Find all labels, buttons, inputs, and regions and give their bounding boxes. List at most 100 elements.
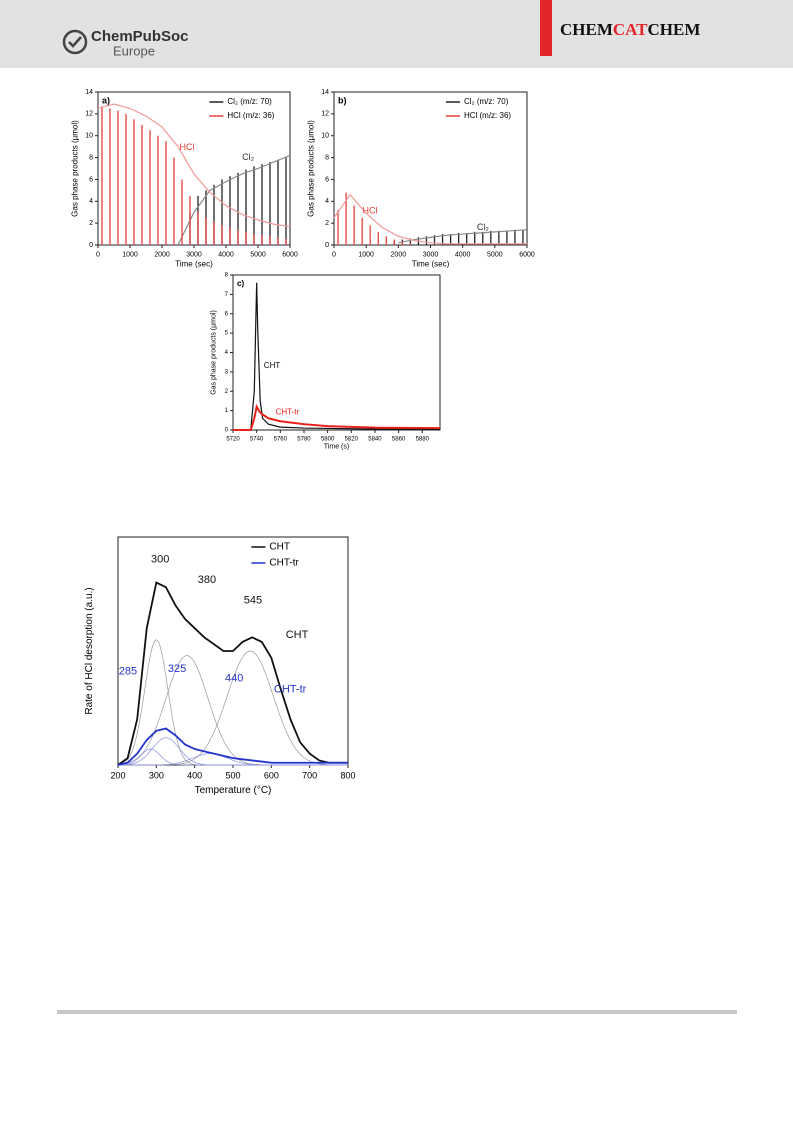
- annotation: 545: [244, 595, 262, 607]
- y-tick-label: 14: [85, 89, 93, 96]
- x-tick-label: 800: [340, 771, 355, 781]
- journal-part: CHEM: [560, 20, 613, 39]
- y-tick-label: 12: [321, 111, 329, 118]
- x-tick-label: 1000: [358, 251, 374, 258]
- annotation: HCl: [363, 205, 378, 215]
- x-tick-label: 5800: [321, 436, 335, 442]
- logo-check: [68, 36, 82, 48]
- y-tick-label: 3: [225, 369, 229, 375]
- x-tick-label: 2000: [391, 251, 407, 258]
- y-tick-label: 6: [325, 176, 329, 183]
- x-tick-label: 5820: [345, 436, 359, 442]
- society-region: Europe: [113, 43, 155, 58]
- envelope-line: [333, 193, 527, 245]
- plot-frame: [232, 274, 441, 431]
- x-axis-label: Time (sec): [175, 260, 213, 269]
- y-tick-label: 4: [89, 198, 93, 205]
- annotation: 285: [119, 665, 137, 677]
- x-tick-label: 600: [264, 771, 279, 781]
- x-tick-label: 700: [302, 771, 317, 781]
- y-tick-label: 12: [85, 111, 93, 118]
- legend-label: CHT-tr: [269, 558, 299, 569]
- footer-rule: [57, 1010, 737, 1014]
- annotation: CHT-tr: [274, 684, 307, 696]
- journal-part: CAT: [613, 20, 648, 39]
- x-tick-label: 5000: [250, 251, 266, 258]
- annotation: Cl₂: [477, 222, 489, 232]
- journal-part: CHEM: [648, 20, 701, 39]
- society-name: ChemPubSoc: [91, 28, 189, 45]
- envelope-line: [97, 103, 291, 228]
- x-tick-label: 500: [225, 771, 240, 781]
- x-tick-label: 3000: [186, 251, 202, 258]
- x-tick-label: 5840: [368, 436, 382, 442]
- x-tick-label: 5880: [416, 436, 430, 442]
- y-tick-label: 2: [89, 220, 93, 227]
- annotation: 325: [168, 663, 186, 675]
- legend-label: Cl₂ (m/z: 70): [464, 97, 509, 106]
- x-tick-label: 5000: [487, 251, 503, 258]
- y-tick-label: 8: [325, 154, 329, 161]
- annotation: CHT-tr: [276, 408, 300, 417]
- y-tick-label: 4: [325, 198, 329, 205]
- y-tick-label: 0: [225, 428, 229, 434]
- fit-component: [117, 737, 348, 766]
- y-tick-label: 2: [225, 389, 229, 395]
- x-tick-label: 0: [332, 251, 336, 258]
- y-tick-label: 6: [89, 176, 93, 183]
- x-tick-label: 3000: [423, 251, 439, 258]
- panel-label: b): [338, 95, 347, 105]
- envelope-line: [398, 229, 528, 244]
- y-tick-label: 10: [85, 133, 93, 140]
- x-tick-label: 1000: [122, 251, 138, 258]
- data-line: [117, 727, 348, 766]
- x-tick-label: 5740: [250, 436, 264, 442]
- legend-label: CHT: [269, 542, 290, 553]
- y-tick-label: 1: [225, 408, 229, 414]
- x-axis-label: Time (s): [324, 444, 349, 451]
- y-tick-label: 0: [89, 242, 93, 249]
- y-axis-label: Gas phase products (µmol): [211, 310, 218, 395]
- journal-name: CHEMCATCHEM: [560, 20, 700, 39]
- envelope-line: [177, 154, 291, 246]
- annotation: 440: [225, 672, 243, 684]
- x-axis-label: Time (sec): [412, 260, 450, 269]
- x-tick-label: 300: [149, 771, 164, 781]
- annotation: CHT: [286, 629, 309, 641]
- y-tick-label: 0: [325, 242, 329, 249]
- x-axis-label: Temperature (°C): [195, 785, 272, 796]
- x-tick-label: 200: [110, 771, 125, 781]
- panel-label: c): [237, 279, 244, 288]
- annotation: 300: [151, 554, 169, 566]
- legend-label: HCl (m/z: 36): [227, 111, 274, 120]
- annotation: 380: [198, 574, 216, 586]
- header-band: [0, 0, 793, 68]
- y-axis-label: Gas phase products (µmol): [307, 120, 316, 217]
- y-tick-label: 8: [225, 273, 229, 279]
- y-tick-label: 5: [225, 331, 229, 337]
- x-tick-label: 5780: [297, 436, 311, 442]
- x-tick-label: 5760: [274, 436, 288, 442]
- x-tick-label: 4000: [218, 251, 234, 258]
- x-tick-label: 5720: [226, 436, 240, 442]
- y-tick-label: 7: [225, 292, 229, 298]
- y-tick-label: 14: [321, 89, 329, 96]
- annotation: HCl: [179, 142, 194, 152]
- annotation: CHT: [264, 361, 281, 370]
- y-tick-label: 4: [225, 350, 229, 356]
- fit-component: [118, 753, 348, 766]
- data-line: [233, 404, 441, 431]
- annotation: Cl₂: [242, 152, 254, 162]
- panel-label: a): [102, 95, 110, 105]
- x-tick-label: 4000: [455, 251, 471, 258]
- y-axis-label: Rate of HCl desorption (a.u.): [84, 587, 95, 714]
- y-tick-label: 6: [225, 311, 229, 317]
- legend-label: HCl (m/z: 36): [464, 111, 511, 120]
- data-line: [233, 282, 440, 431]
- logo-icon: [62, 29, 88, 55]
- y-tick-label: 2: [325, 220, 329, 227]
- journal-bar: [540, 0, 552, 56]
- y-tick-label: 8: [89, 154, 93, 161]
